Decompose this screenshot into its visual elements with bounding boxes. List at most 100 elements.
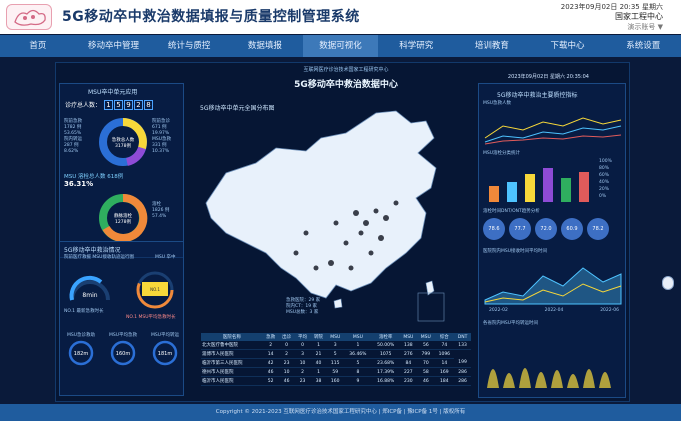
map-markers xyxy=(293,200,399,271)
table-cell: 286 xyxy=(454,367,471,377)
table-cell: 0 xyxy=(294,341,311,350)
scroll-handle[interactable] xyxy=(662,276,674,290)
table-row: 北大医疗鲁中医院 2 0 0 1 3 1 50.00% 138 56 74 133 xyxy=(201,341,471,350)
panel-title-rescue: 5G移动卒中救治情况 xyxy=(64,247,121,254)
table-header-cell: 综合 xyxy=(434,333,455,341)
nav-item[interactable]: 下载中心 xyxy=(550,41,585,51)
pct-tick: 60% xyxy=(599,173,610,178)
table-cell: 70 xyxy=(417,358,435,368)
right-sub2: MSU溶栓分类统计 xyxy=(483,151,521,156)
date-tick: 2022-04 xyxy=(544,308,564,313)
page-title: 5G移动卒中救治数据填报与质量控制管理系统 xyxy=(62,9,360,25)
table-cell: 5 xyxy=(326,349,344,359)
digit-box: 1 xyxy=(103,100,113,110)
map-stats: 急救医院：29 家 院内CT：19 家 MSU总数：3 家 xyxy=(286,298,320,316)
bottom-gauge-1: MSU急诊救助 182m xyxy=(64,332,98,372)
nav-item[interactable]: 培训教育 xyxy=(474,41,509,51)
table-cell: 160 xyxy=(326,376,344,386)
table-cell: 286 xyxy=(454,376,471,386)
panel-subtitle-rescue: 院前医疗救援 MSU接收轨迹运行图 xyxy=(64,255,134,260)
table-cell: 42 xyxy=(262,358,279,368)
pct-tick: 0% xyxy=(599,194,607,199)
table-cell: 2 xyxy=(278,349,295,359)
table-header-cell: 平均 xyxy=(294,333,311,341)
right-sub4: 医院院内MSU接收时间平均时间 xyxy=(483,249,548,254)
table-cell: 淄博市人民医院 xyxy=(201,349,263,359)
svg-text:3178例: 3178例 xyxy=(115,142,131,149)
gauge-label-2: NO.1 MSU平均急救时长 xyxy=(126,315,176,320)
svg-text:NO.1: NO.1 xyxy=(150,287,160,292)
table-cell: 799 xyxy=(417,349,435,359)
ring-chart-bottom: 静脉溶栓 1278例 xyxy=(99,193,148,242)
pct-axis: 100% 80% 60% 40% 20% 0% xyxy=(599,158,612,200)
data-dashboard: 互联网医疗诊治技术国家工程研究中心 5G移动卒中救治数据中心 2023年09月0… xyxy=(55,62,630,402)
table-cell: 1 xyxy=(310,341,327,350)
bottom-gauge-3: MSU平均转运 181m xyxy=(148,332,182,372)
nav-item[interactable]: 移动卒中管理 xyxy=(88,41,140,51)
table-header-cell: MSU xyxy=(417,333,435,341)
table-cell: 临沂市第三人民医院 xyxy=(201,358,263,368)
dashboard-datetime: 2023年09月02日 星期六 20:35:04 xyxy=(507,74,589,80)
table-cell: 133 xyxy=(454,341,471,350)
line-chart-msu xyxy=(484,117,622,145)
table-cell: 21 xyxy=(310,349,327,359)
table-header-cell: 医院名称 xyxy=(201,333,263,341)
panel-title: MSU卒中单元应用 xyxy=(88,89,138,96)
table-cell: 3 xyxy=(326,341,344,350)
patient-label: 诊疗总人数： xyxy=(65,102,102,109)
table-row: 临沂市人民医院 52 46 23 38 160 9 16.88% 230 46 184 286 xyxy=(201,376,471,386)
gauge-label-1: NO.1 最新急救时长 xyxy=(64,309,104,314)
map-stat-ct: 院内CT：19 家 xyxy=(286,304,318,309)
table-cell: 46 xyxy=(417,376,435,386)
table-cell: 23 xyxy=(294,376,311,386)
bottom-gauges: MSU急诊救助 182m MSU平均急救 160m MSU平均转运 181m xyxy=(64,332,182,372)
table-cell: 1075 xyxy=(371,349,400,359)
nav-item[interactable]: 数据填报 xyxy=(247,41,282,51)
table-cell: 北大医疗鲁中医院 xyxy=(201,341,263,350)
table-header-row: 医院名称 急救 出诊 平均 转院 MSU MSU 溶栓率 MSU MSU 综合 DNT xyxy=(201,333,471,341)
table-header-cell: MSU xyxy=(326,333,344,341)
table-row: 德州市人民医院 46 10 2 1 59 8 17.39% 227 58 169 286 xyxy=(201,367,471,377)
nav-item[interactable]: 统计与质控 xyxy=(167,41,211,51)
nav-item[interactable]: 科学研究 xyxy=(399,41,434,51)
nav-item[interactable]: 首页 xyxy=(29,41,47,51)
hospital-table: 医院名称 急救 出诊 平均 转院 MSU MSU 溶栓率 MSU MSU 综合 DNT 北大医疗鲁中医… xyxy=(201,333,471,386)
map-area: 5G移动卒中单元全国分布图 急救医院：29 家 院内CT：19 家 MSU总数：… xyxy=(186,93,476,328)
table-cell: 184 xyxy=(434,376,455,386)
nav-item[interactable]: 数据可视化 xyxy=(302,35,379,57)
digit-box: 9 xyxy=(123,100,133,110)
value-circle: 77.7 xyxy=(509,218,531,240)
table-cell: 230 xyxy=(399,376,418,386)
user-menu[interactable]: 演示账号 ▼ xyxy=(627,23,663,31)
value-circle: 72.0 xyxy=(535,218,557,240)
ring-chart-top: 急救总人数 3178例 xyxy=(99,118,147,166)
circle-values: 78.6 77.7 72.0 60.9 78.2 xyxy=(483,218,609,240)
ring-right-legend: 院前急诊 671 例 19.97% MSU急救 331 例 10.37% xyxy=(152,119,172,154)
table-cell: 46 xyxy=(262,367,279,377)
table-cell: 10 xyxy=(294,358,311,368)
pct-tick: 20% xyxy=(599,187,610,192)
logo-icon xyxy=(6,4,52,30)
map-title: 5G移动卒中单元全国分布图 xyxy=(200,105,275,112)
table-cell: 36.46% xyxy=(343,349,372,359)
table-header-cell: DNT xyxy=(454,333,471,341)
table-cell: 23.68% xyxy=(371,358,400,368)
panel-5g-rescue: 5G移动卒中救治情况 院前医疗救援 MSU接收轨迹运行图 MSU 卒中 8min… xyxy=(59,241,184,396)
table-cell: 276 xyxy=(399,349,418,359)
table-cell: 9 xyxy=(343,376,372,386)
table-cell: 52 xyxy=(262,376,279,386)
table-cell: 227 xyxy=(399,367,418,377)
table-header-cell: MSU xyxy=(399,333,418,341)
table-cell: 58 xyxy=(417,367,435,377)
nav-item[interactable]: 系统设置 xyxy=(626,41,661,51)
table-header-cell: 出诊 xyxy=(278,333,295,341)
bottom-gauge-label: MSU急诊救助 xyxy=(66,333,96,338)
bar-chart-thrombolysis xyxy=(489,168,589,202)
header-org: 国家工程中心 xyxy=(615,12,663,21)
gauge-right: NO.1 xyxy=(136,271,174,309)
date-tick: 2022-02 xyxy=(489,308,508,313)
table-cell: 14 xyxy=(262,349,279,359)
table-cell: 46 xyxy=(278,376,295,386)
right-sub5: 各省院内MSU平均转运时间 xyxy=(483,321,539,326)
